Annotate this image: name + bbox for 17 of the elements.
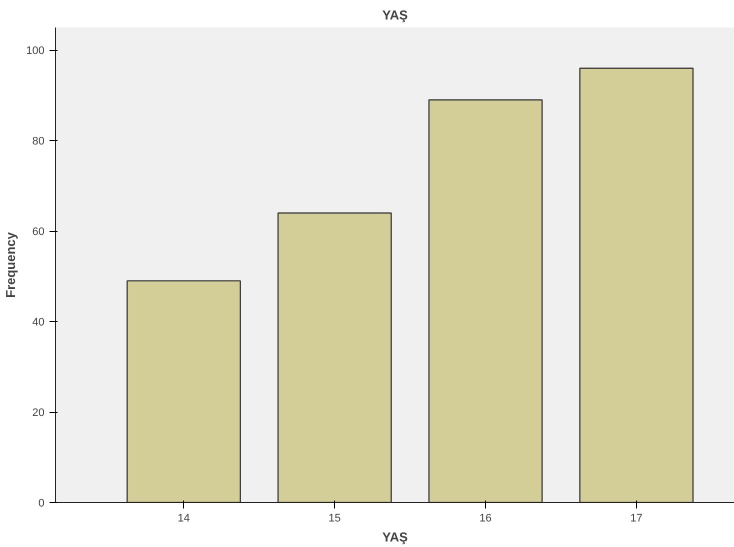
y-tick-label: 80: [32, 136, 45, 148]
y-axis-title: Frequency: [3, 231, 18, 298]
x-axis-title: YAŞ: [382, 530, 408, 544]
y-tick-label: 20: [32, 407, 45, 420]
x-tick-label: 14: [178, 512, 190, 524]
x-tick-label: 17: [630, 512, 643, 524]
bar: [579, 68, 694, 502]
y-tick-label: 40: [32, 316, 45, 329]
y-tick-label: 60: [32, 226, 45, 238]
x-tick-label: 16: [479, 512, 492, 524]
x-tick-label: 15: [328, 512, 341, 524]
y-tick-label: 100: [26, 45, 45, 58]
bar: [126, 280, 241, 502]
chart-title: YAŞ: [382, 8, 408, 22]
y-tick-label: 0: [38, 498, 45, 510]
bar: [428, 99, 543, 502]
bar: [277, 212, 392, 502]
